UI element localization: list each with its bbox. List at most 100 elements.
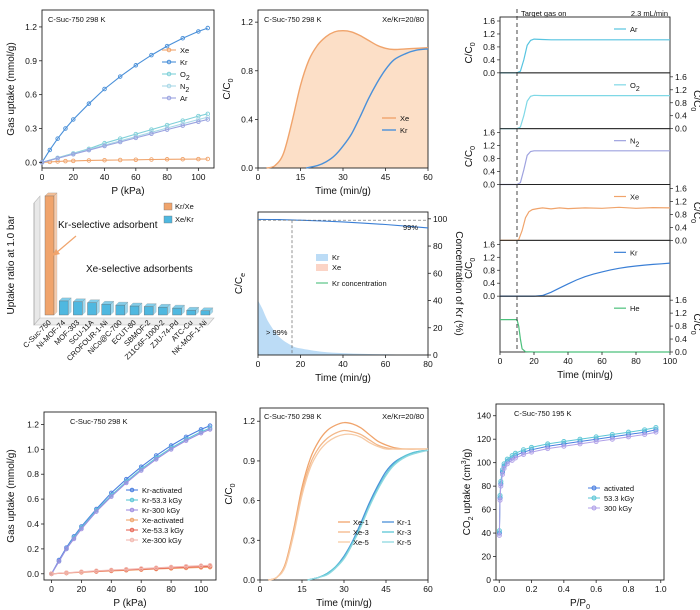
panel-f-ytick-label: 1.2 [27,419,39,429]
panel-a-ytick-label: 0.6 [25,90,37,100]
kr-concentration-line [257,218,429,229]
panel-e-right-ytick-label: 0 [433,350,438,360]
data-point [164,127,170,132]
legend-label: Xe-3 [353,528,369,537]
panel-b-ytick-label: 0.0 [241,163,253,173]
data-point [509,457,515,463]
data-point [207,563,213,568]
panel-b-xtick-label: 30 [338,172,348,182]
bar [87,302,97,316]
legend-marker [129,497,135,503]
panel-e-right-ytick-label: 40 [433,296,443,306]
legend-label: Xe-300 kGy [142,536,182,545]
legend-label-main: N [630,137,635,146]
panel-g-ytick-label: 0.3 [243,535,255,545]
panel-f-ytick-label: 0.2 [27,544,39,554]
panel-b-xtick-label: 60 [423,172,433,182]
data-point [164,157,170,162]
panel-f-xlabel: P (kPa) [113,598,146,609]
panel-e-annotation-99: 99% [403,223,418,232]
panel-c-ytick-label: 1.2 [675,196,687,206]
data-point [109,494,114,499]
legend-label-sub: 2 [186,75,190,82]
series-line-xe [266,29,429,169]
bar [101,304,111,316]
back-wall [33,195,41,326]
data-point [183,438,189,443]
data-point [180,35,185,41]
data-point [196,119,201,124]
panel-c-ytick-label: 1.2 [675,85,687,95]
panel-c-ytick-label: 0.8 [675,98,687,108]
legend-marker [166,83,172,89]
series-line [498,427,656,531]
data-point [168,447,174,452]
bar-side [153,303,157,316]
panel-c-ylabel: C/C0 [464,258,477,279]
legend-label: Xe [630,193,639,202]
panel-c-ylabel-right-main: C/C [691,202,700,219]
data-point [79,526,84,532]
series-line [307,449,429,581]
panel-c-ytick-label: 1.2 [675,308,687,318]
bar-side [124,301,128,316]
data-point [164,122,170,128]
panel-c-xtick-label: 80 [631,356,641,366]
bar [129,305,140,316]
panel-b-ylabel-main: C/C [222,82,233,99]
data-point [109,567,114,573]
panel-f-ytick-label: 0.8 [27,469,39,479]
panel-a-xtick-label: 40 [100,172,110,182]
data-point [71,158,76,164]
panel-b-annotation: C-Suc-750 298 K [264,15,322,24]
panel-e-xtick-label: 40 [338,359,348,369]
panel-f-xtick-label: 20 [77,584,87,594]
panel-a-xtick-label: 80 [162,172,172,182]
legend-label: Kr-300 kGy [142,506,180,515]
panel-h-xlabel: P/P0 [570,598,590,610]
data-point [625,434,631,440]
panel-e-right-ytick-label: 60 [433,268,443,278]
data-point [196,156,201,162]
panel-h-xtick-label: 0.6 [590,584,602,594]
series-line-n2 [500,150,670,186]
legend-label: 300 kGy [604,504,632,513]
data-point [94,568,99,574]
panel-c-annotation: Target gas on [521,9,566,18]
legend-label: Xe-activated [142,516,184,525]
panel-c-ylabel-sub: 0 [470,258,477,262]
panel-e-xtick-label: 20 [296,359,306,369]
legend-label: Ar [180,94,188,103]
data-point [149,127,154,132]
panel-a-annotation: C-Suc-750 298 K [48,15,106,24]
panel-c-xtick-label: 40 [563,356,573,366]
data-point [71,117,76,122]
panel-c-he-frame [499,295,671,353]
panel-c-ytick-label: 0.0 [675,235,687,245]
data-point [512,450,518,456]
panel-h-xtick-label: 0.4 [558,584,570,594]
panel-g-xtick-label: 60 [423,584,433,594]
panel-a-ytick-label: 0.3 [25,124,37,134]
panel-f-frame [43,411,217,581]
data-point [529,449,535,455]
panel-c-xtick-label: 0 [498,356,503,366]
panel-g-xtick-label: 30 [339,584,349,594]
panel-c-ylabel: C/C0 [464,42,477,63]
data-point [642,427,648,433]
data-point [63,158,68,164]
legend-marker [129,537,135,543]
panel-a-ytick-label: 0.9 [25,56,37,66]
series-line-ar [500,38,670,74]
series-line-o2 [500,94,670,130]
panel-g-ytick-label: 0.0 [243,575,255,585]
legend-label: 53.3 kGy [604,494,634,503]
panel-e-ylabel-right: Concentration of Kr (%) [453,231,464,336]
legend-marker [129,487,135,493]
data-point [498,483,504,489]
panel-b-xtick-label: 15 [296,172,306,182]
panel-g-ylabel-main: C/C [224,487,235,504]
data-point [196,29,201,34]
data-point [64,546,69,552]
bar-side [68,297,72,316]
